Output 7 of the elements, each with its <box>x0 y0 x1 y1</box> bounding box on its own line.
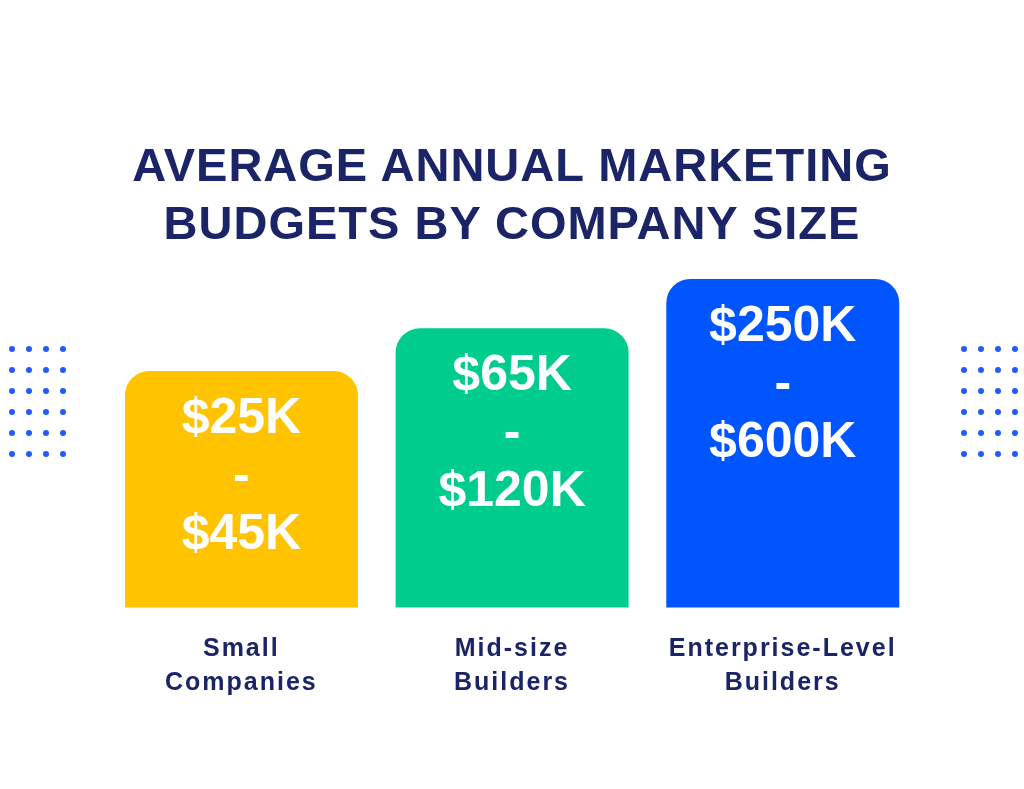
chart-title: AVERAGE ANNUAL MARKETING BUDGETS BY COMPANY SIZE <box>131 137 893 251</box>
x-tick-label: Small Companies <box>164 633 318 695</box>
annotation: $65K - $120K <box>438 345 586 518</box>
annotation: $250K - $600K <box>709 296 857 468</box>
x-tick-label: Mid-size Builders <box>453 633 571 695</box>
x-tick-label: Enterprise-Level Builders <box>668 633 897 695</box>
annotation: $25K - $45K <box>181 388 302 561</box>
